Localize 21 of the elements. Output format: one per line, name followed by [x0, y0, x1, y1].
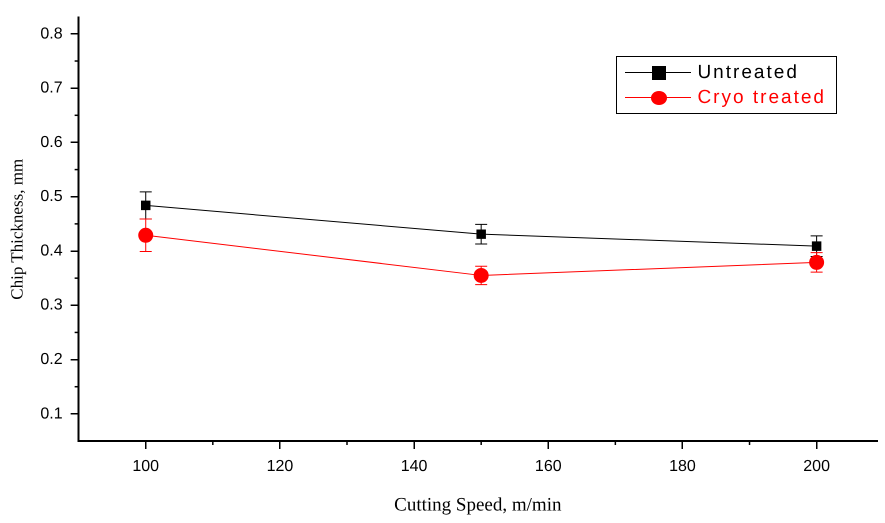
- legend-label: Cryo treated: [697, 86, 826, 108]
- x-axis-title: Cutting Speed, m/min: [394, 494, 562, 516]
- y-tick-label: 0.7: [40, 80, 63, 97]
- point: [812, 241, 822, 251]
- y-tick-label: 0.3: [40, 296, 63, 314]
- x-tick-label: 100: [132, 458, 160, 476]
- y-tick-label: 0.4: [40, 242, 63, 260]
- legend-label: Untreated: [697, 62, 799, 84]
- x-tick-label: 120: [266, 458, 294, 476]
- y-tick-label: 0.1: [40, 405, 63, 422]
- x-tick-label: 140: [400, 458, 428, 476]
- y-tick-label: 0.2: [40, 350, 63, 368]
- y-tick-label: 0.5: [40, 188, 63, 206]
- x-tick-label: 160: [534, 458, 562, 476]
- point: [138, 228, 154, 243]
- y-tick-label: 0.8: [40, 25, 63, 42]
- x-tick-label: 180: [669, 458, 696, 476]
- y-axis-title: Chip Thickness, mm: [8, 158, 27, 300]
- y-tick-label: 0.6: [40, 134, 63, 151]
- x-tick-label: 200: [803, 458, 830, 476]
- point: [140, 200, 150, 210]
